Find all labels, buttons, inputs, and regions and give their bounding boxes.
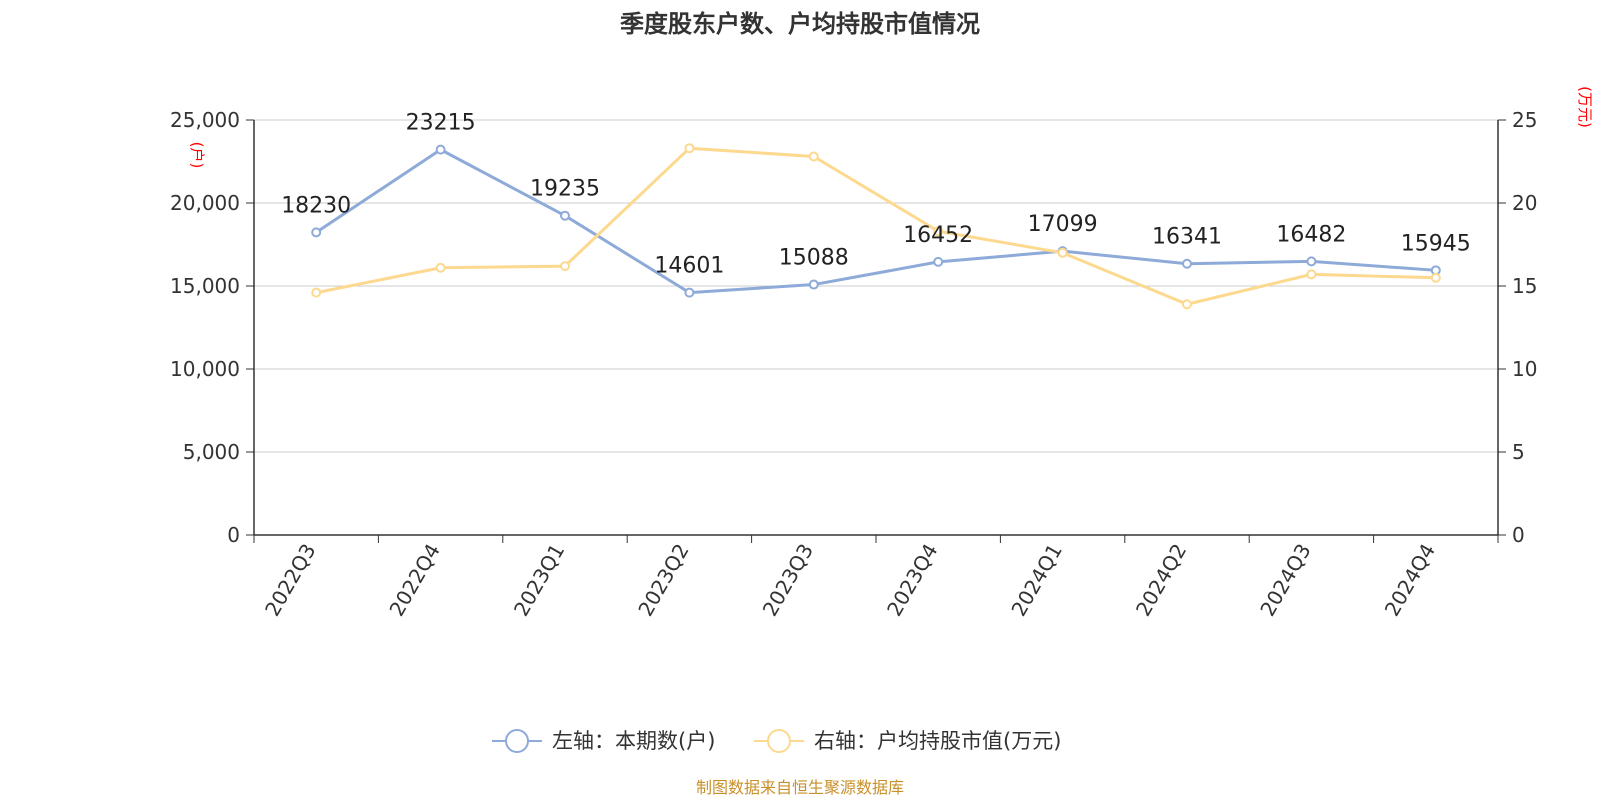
- data-point-left: [1182, 258, 1192, 269]
- legend-label-right: 右轴：户均持股市值(万元): [814, 729, 1061, 753]
- left-axis-unit: (户): [188, 142, 206, 169]
- right-axis-tick-label: 20: [1512, 191, 1537, 215]
- data-label: 14601: [654, 254, 724, 279]
- legend-item-right[interactable]: 右轴：户均持股市值(万元): [754, 729, 1061, 753]
- x-axis-tick-label: 2024Q1: [1006, 540, 1066, 621]
- right-axis-tick-label: 0: [1512, 523, 1525, 547]
- left-axis-tick-label: 5,000: [183, 440, 240, 464]
- x-axis-tick-label: 2022Q3: [260, 540, 320, 621]
- data-point-right: [684, 143, 695, 154]
- data-label: 16341: [1152, 225, 1222, 250]
- data-label: 23215: [406, 111, 476, 136]
- x-axis-tick-label: 2022Q4: [384, 540, 444, 621]
- right-axis-tick-label: 5: [1512, 440, 1525, 464]
- left-axis-tick-label: 20,000: [170, 191, 240, 215]
- right-axis-tick-label: 15: [1512, 274, 1537, 298]
- data-point-left: [311, 227, 322, 238]
- data-point-right: [560, 261, 570, 272]
- legend-item-left[interactable]: 左轴：本期数(户): [492, 729, 715, 753]
- x-axis-tick-label: 2023Q1: [509, 540, 569, 621]
- data-point-left: [808, 279, 819, 290]
- x-axis-tick-label: 2024Q3: [1255, 540, 1315, 621]
- series-line-left: [315, 148, 1436, 295]
- data-point-left: [435, 144, 446, 155]
- left-axis-tick-label: 10,000: [170, 357, 240, 381]
- data-label: 15088: [779, 246, 849, 271]
- data-label: 19235: [530, 177, 600, 202]
- right-axis-tick-label: 25: [1512, 108, 1537, 132]
- data-labels: 18230 23215 19235 14601 15088 16452 17099 16341…: [281, 111, 1471, 279]
- data-point-left: [933, 256, 944, 267]
- legend-label-left: 左轴：本期数(户): [552, 729, 715, 753]
- left-axis-tick-label: 0: [227, 523, 240, 547]
- right-axis-tick-label: 10: [1512, 357, 1537, 381]
- data-point-right: [1430, 272, 1441, 283]
- data-label: 18230: [281, 193, 351, 218]
- data-point-right: [933, 226, 944, 237]
- data-label: 15945: [1401, 231, 1471, 256]
- x-axis-tick-label: 2023Q3: [758, 540, 818, 621]
- legend[interactable]: 左轴：本期数(户) 右轴：户均持股市值(万元): [492, 729, 1061, 753]
- x-axis-tick-label: 2024Q2: [1131, 540, 1191, 621]
- data-point-left: [1306, 256, 1317, 267]
- x-axis-tick-label: 2024Q4: [1380, 540, 1440, 621]
- x-axis-tick-label: 2023Q4: [882, 540, 942, 621]
- data-point-right: [808, 151, 819, 162]
- legend-circle-icon: [767, 729, 791, 753]
- x-axis-tick-label: 2023Q2: [633, 540, 693, 621]
- data-point-right: [435, 262, 446, 273]
- left-axis-tick-label: 25,000: [170, 108, 240, 132]
- data-point-right: [311, 287, 322, 298]
- series: [311, 143, 1441, 310]
- data-point-right: [1057, 247, 1068, 258]
- source-note: 制图数据来自恒生聚源数据库: [696, 778, 904, 797]
- data-point-right: [1182, 299, 1192, 310]
- data-point-left: [684, 287, 695, 298]
- grid: [254, 119, 1498, 453]
- data-label: 16482: [1276, 222, 1346, 247]
- data-point-right: [1306, 269, 1317, 280]
- data-label: 17099: [1028, 212, 1098, 237]
- series-line-right: [315, 146, 1436, 306]
- left-axis-tick-label: 15,000: [170, 274, 240, 298]
- axes: 0 0 5,000 5 10,000 10 15,000 15 20,000 20 25,000 25…: [170, 108, 1537, 620]
- right-axis-unit: (万元): [1576, 86, 1594, 128]
- data-label: 16452: [903, 223, 973, 248]
- legend-circle-icon: [505, 729, 529, 753]
- chart-title: 季度股东户数、户均持股市值情况: [620, 10, 980, 38]
- data-point-left: [560, 210, 570, 221]
